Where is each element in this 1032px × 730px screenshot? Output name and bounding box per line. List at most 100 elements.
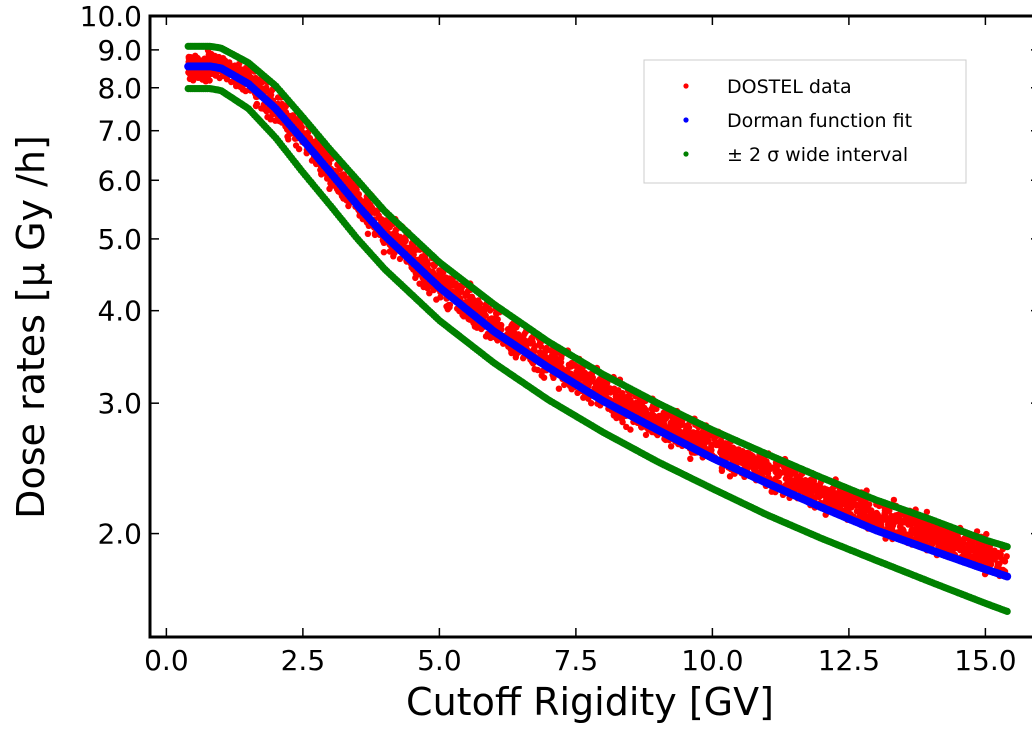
dostel-data-point — [773, 466, 780, 473]
dostel-data-point — [351, 187, 358, 195]
dostel-data-point — [951, 543, 958, 550]
dostel-data-point — [956, 544, 963, 551]
dostel-data-point — [667, 443, 675, 450]
dostel-data-point — [960, 539, 967, 546]
dostel-data-point — [736, 449, 743, 457]
dostel-data-point — [705, 438, 712, 445]
dostel-data-point — [206, 77, 213, 84]
y-tick-label: 5.0 — [97, 223, 142, 256]
dostel-data-point — [867, 508, 874, 516]
dostel-data-point — [991, 547, 998, 554]
dostel-data-point — [983, 530, 990, 538]
dostel-data-point — [666, 423, 673, 431]
dostel-data-point — [687, 455, 694, 462]
dostel-data-point — [708, 446, 715, 454]
dostel-data-point — [318, 171, 325, 178]
dostel-data-point — [219, 55, 227, 62]
dostel-data-point — [558, 364, 565, 372]
dostel-data-point — [856, 502, 863, 509]
dostel-data-point — [536, 349, 544, 356]
dostel-data-point — [629, 402, 637, 409]
dostel-data-point — [517, 335, 524, 342]
dostel-data-point — [576, 372, 583, 379]
dostel-data-point — [457, 288, 465, 295]
legend-marker — [683, 83, 689, 89]
dostel-data-point — [527, 336, 534, 343]
dostel-data-point — [841, 490, 848, 497]
dostel-data-point — [676, 428, 684, 435]
dostel-data-point — [977, 548, 985, 556]
dostel-data-point — [848, 504, 855, 511]
dostel-data-point — [731, 452, 738, 460]
dostel-data-point — [595, 378, 603, 385]
x-tick-label: 0.0 — [144, 644, 189, 677]
interval-upper-point — [1003, 543, 1011, 551]
dostel-data-point — [729, 444, 737, 451]
dostel-data-point — [543, 347, 550, 354]
dostel-data-point — [419, 256, 427, 264]
dostel-data-point — [832, 496, 839, 504]
dostel-data-point — [937, 531, 944, 538]
dostel-data-point — [595, 382, 603, 390]
dostel-data-point — [764, 469, 771, 476]
dostel-data-point — [345, 180, 352, 187]
dostel-data-point — [986, 544, 993, 551]
dostel-data-point — [741, 458, 749, 465]
series-dorman-fit — [184, 62, 1012, 581]
dostel-data-point — [809, 478, 817, 486]
dostel-data-point — [808, 487, 815, 494]
dostel-data-point — [969, 540, 976, 547]
dostel-data-point — [953, 535, 961, 542]
dostel-data-point — [544, 355, 551, 363]
legend-box — [643, 59, 967, 184]
dostel-data-point — [648, 405, 655, 412]
dostel-data-point — [263, 108, 270, 115]
x-axis-title: Cutoff Rigidity [GV] — [406, 680, 774, 724]
dostel-data-point — [538, 372, 545, 379]
dostel-data-point — [820, 485, 828, 493]
dostel-data-point — [735, 457, 742, 464]
dostel-data-point — [252, 102, 260, 110]
dostel-data-point — [185, 53, 192, 61]
x-tick-label: 5.0 — [417, 644, 462, 677]
dostel-data-point — [328, 181, 335, 188]
legend: DOSTEL data Dorman function fit ± 2 σ wide… — [643, 59, 967, 184]
dostel-data-point — [424, 285, 431, 292]
dostel-data-point — [405, 246, 412, 253]
dostel-data-point — [494, 316, 501, 323]
dostel-data-point — [992, 554, 999, 561]
dostel-data-point — [423, 261, 431, 268]
dostel-data-point — [588, 400, 595, 407]
y-tick-label: 10.0 — [80, 0, 142, 33]
dostel-data-point — [797, 487, 804, 495]
dostel-data-point — [193, 72, 200, 79]
dostel-data-point — [416, 280, 423, 287]
series-2sigma-interval — [184, 42, 1011, 616]
dostel-data-point — [471, 323, 479, 330]
dostel-data-point — [232, 66, 239, 73]
dostel-data-point — [504, 326, 512, 333]
x-tick-label: 2.5 — [281, 644, 326, 677]
dostel-data-point — [267, 116, 274, 123]
dostel-data-point — [554, 358, 561, 365]
y-tick-label: 8.0 — [97, 72, 142, 105]
dostel-data-point — [512, 354, 519, 361]
dostel-data-point — [216, 74, 223, 82]
legend-label: Dorman function fit — [727, 110, 912, 132]
dorman-fit-point — [1003, 572, 1012, 581]
plot-marks — [184, 42, 1012, 616]
dostel-data-point — [292, 142, 300, 149]
dostel-data-point — [589, 374, 596, 381]
dostel-data-point — [534, 366, 541, 374]
dostel-data-point — [201, 55, 209, 63]
dostel-data-point — [794, 482, 801, 489]
dostel-data-point — [364, 230, 372, 237]
x-tick-label: 12.5 — [818, 644, 880, 677]
dostel-data-point — [350, 182, 357, 189]
dostel-data-point — [724, 443, 732, 451]
dostel-data-point — [985, 557, 993, 564]
dostel-data-point — [603, 389, 611, 396]
dostel-data-point — [460, 313, 467, 320]
dostel-data-point — [743, 449, 751, 457]
dostel-data-point — [223, 76, 231, 83]
